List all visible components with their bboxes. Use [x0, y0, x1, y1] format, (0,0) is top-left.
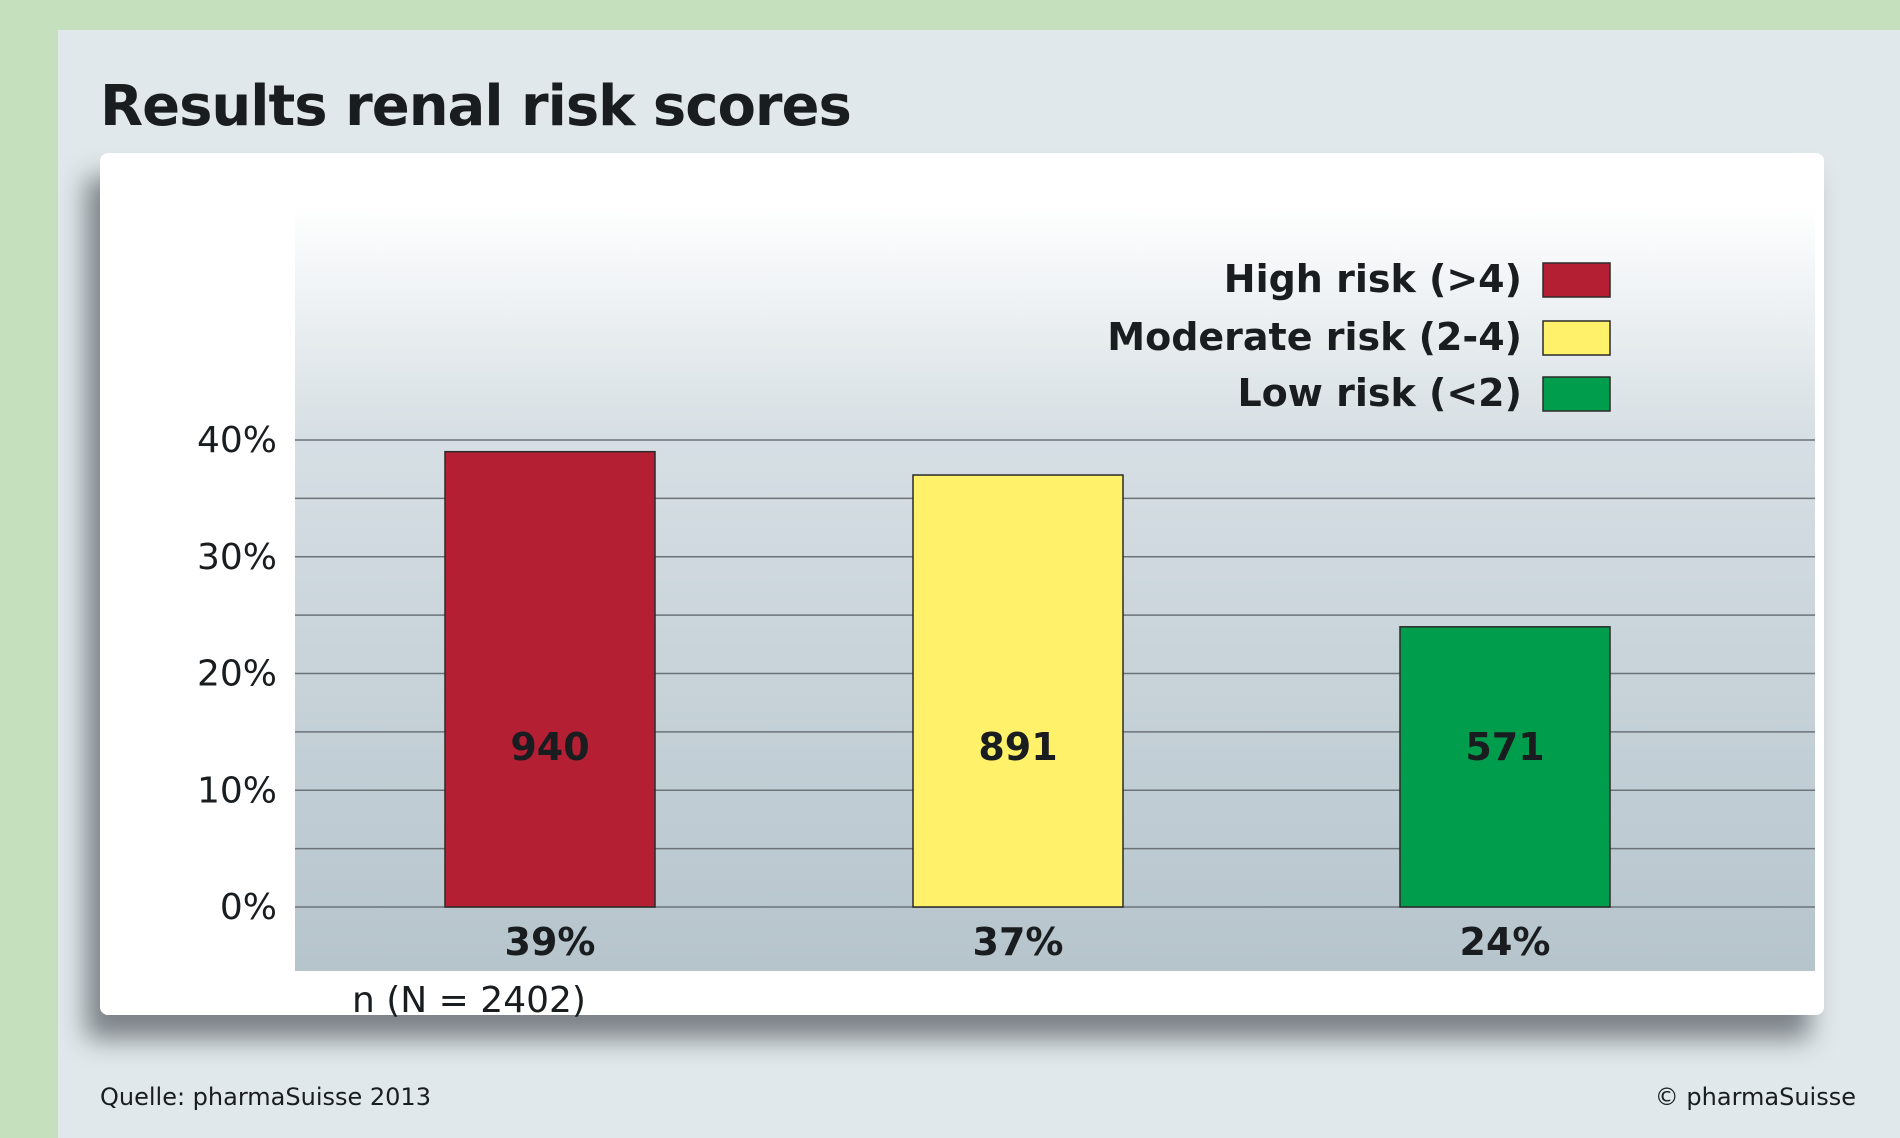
legend-swatch — [1542, 262, 1611, 298]
x-axis-label: n (N = 2402) — [352, 980, 586, 1021]
y-tick-label: 30% — [197, 537, 277, 578]
bar-percent-label: 37% — [973, 920, 1064, 964]
bar — [912, 474, 1124, 908]
y-axis-tick-labels: 0% 10% 20% 30% 40% — [197, 420, 277, 928]
y-tick-label: 0% — [220, 887, 277, 928]
bar — [444, 450, 656, 908]
legend-swatch — [1542, 320, 1611, 356]
bar-count-label: 891 — [978, 725, 1057, 769]
bar-percent-label: 39% — [505, 920, 596, 964]
bar — [1399, 626, 1611, 908]
bar-count-label: 571 — [1465, 725, 1544, 769]
bar-percent-label: 24% — [1460, 920, 1551, 964]
legend-label: Low risk (<2) — [1237, 371, 1522, 415]
copyright-note: © pharmaSuisse — [1654, 1083, 1856, 1111]
legend-label: Moderate risk (2-4) — [1107, 315, 1522, 359]
legend: High risk (>4) Moderate risk (2-4) Low ris… — [1107, 257, 1611, 415]
y-tick-label: 20% — [197, 654, 277, 695]
source-note: Quelle: pharmaSuisse 2013 — [100, 1083, 431, 1111]
y-tick-label: 40% — [197, 420, 277, 461]
y-tick-label: 10% — [197, 770, 277, 811]
legend-swatch — [1542, 376, 1611, 412]
legend-label: High risk (>4) — [1224, 257, 1522, 301]
bars: 940 39% 891 37% 571 24% — [444, 450, 1611, 964]
page-title: Results renal risk scores — [100, 74, 852, 139]
bar-count-label: 940 — [510, 725, 589, 769]
